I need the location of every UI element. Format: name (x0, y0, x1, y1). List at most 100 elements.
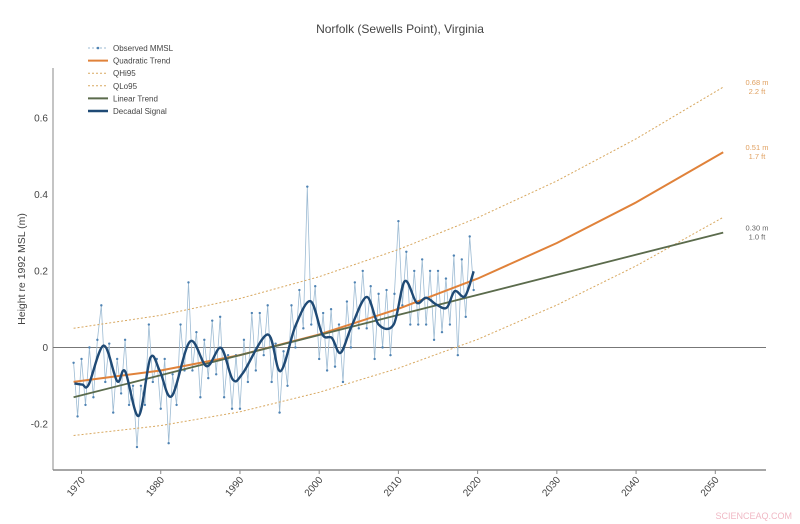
observed-mmsl-point (119, 392, 123, 395)
chart-title: Norfolk (Sewells Point), Virginia (316, 22, 484, 36)
legend-label: Observed MMSL (113, 44, 174, 53)
observed-mmsl-point (345, 300, 349, 303)
observed-mmsl-point (381, 346, 384, 349)
x-tick-label: 2030 (540, 475, 563, 499)
observed-mmsl-point (460, 258, 463, 261)
observed-mmsl-point (282, 350, 285, 353)
observed-mmsl-point (167, 442, 170, 445)
legend-item: Decadal Signal (88, 107, 167, 116)
observed-mmsl-point (385, 288, 388, 292)
observed-mmsl-point (104, 380, 107, 384)
observed-mmsl-point (314, 285, 317, 288)
observed-mmsl-point (294, 346, 297, 349)
observed-mmsl-point (321, 311, 325, 315)
observed-mmsl-point (262, 353, 265, 357)
observed-mmsl-point (191, 369, 194, 372)
observed-mmsl-point (317, 357, 321, 361)
observed-mmsl-point (472, 288, 475, 292)
observed-mmsl-point (242, 338, 246, 342)
observed-mmsl-point (397, 219, 400, 223)
legend-item: Linear Trend (88, 94, 158, 103)
x-tick-label: 2040 (620, 475, 643, 499)
legend-marker (96, 46, 100, 50)
observed-mmsl-point (151, 380, 155, 384)
observed-mmsl-point (448, 323, 452, 326)
observed-mmsl-point (405, 250, 408, 253)
y-tick-label: -0.2 (31, 420, 49, 431)
observed-mmsl-point (179, 323, 182, 326)
observed-mmsl-point (159, 407, 162, 410)
legend-label: QLo95 (113, 82, 138, 91)
plot-marks (72, 86, 724, 449)
y-tick-label: 0.6 (34, 113, 48, 124)
observed-mmsl-point (127, 403, 131, 407)
annotation-feet: 1.0 ft (749, 233, 767, 242)
observed-mmsl-point (424, 323, 428, 326)
observed-mmsl-point (207, 376, 210, 380)
observed-mmsl-point (266, 304, 269, 307)
observed-mmsl-point (211, 319, 214, 322)
observed-mmsl-point (230, 407, 234, 410)
observed-mmsl-point (452, 254, 456, 257)
observed-mmsl-point (96, 338, 99, 342)
watermark: SCIENCEAQ.COM (715, 511, 792, 521)
annotation-meters: 0.51 m (746, 143, 769, 152)
observed-mmsl-point (393, 292, 396, 296)
legend-label: Decadal Signal (113, 107, 167, 116)
observed-mmsl-point (290, 304, 293, 307)
linear-trend-line (73, 231, 724, 399)
observed-mmsl-point (108, 342, 111, 345)
observed-mmsl-point (123, 338, 127, 342)
observed-mmsl-point (401, 304, 404, 307)
y-axis-label: Height re 1992 MSL (m) (16, 213, 28, 325)
observed-mmsl-point (84, 403, 87, 407)
observed-mmsl-point (413, 269, 416, 273)
x-tick-label: 2020 (461, 475, 484, 499)
observed-mmsl-point (131, 384, 135, 387)
legend-item: Observed MMSL (88, 44, 174, 53)
legend: Observed MMSL Quadratic Trend QHi95 QLo95 Li… (88, 44, 174, 116)
observed-mmsl-point (278, 411, 281, 414)
legend-item: Quadratic Trend (88, 57, 170, 66)
observed-mmsl-point (214, 373, 218, 376)
observed-mmsl-point (353, 281, 357, 284)
annotation-feet: 1.7 ft (749, 152, 767, 161)
observed-mmsl-line (73, 186, 475, 448)
observed-mmsl-point (298, 288, 301, 292)
legend-label: QHi95 (113, 69, 136, 78)
observed-mmsl-point (373, 357, 376, 361)
observed-mmsl-point (226, 353, 230, 357)
observed-mmsl-point (199, 396, 202, 399)
observed-mmsl-point (337, 323, 341, 326)
observed-mmsl-point (250, 311, 254, 315)
observed-mmsl-point (432, 338, 436, 342)
annotation-meters: 0.68 m (746, 78, 769, 87)
observed-mmsl-point (143, 403, 147, 407)
observed-mmsl-point (258, 311, 261, 315)
observed-mmsl-point (238, 407, 242, 410)
observed-mmsl-point (329, 308, 333, 311)
observed-mmsl-point (444, 277, 448, 280)
observed-mmsl-point (464, 315, 467, 319)
x-tick-label: 2050 (699, 475, 722, 499)
observed-mmsl-point (365, 327, 368, 330)
x-tick-label: 1990 (224, 475, 247, 499)
observed-mmsl-point (456, 353, 460, 357)
x-tick-label: 2010 (382, 475, 405, 499)
observed-mmsl-point (88, 346, 91, 349)
observed-mmsl-point (302, 327, 305, 330)
observed-mmsl-point (195, 330, 198, 334)
observed-mmsl-point (246, 380, 250, 384)
observed-mmsl-point (357, 327, 360, 330)
y-tick-label: 0.2 (34, 266, 48, 277)
observed-mmsl-point (254, 369, 258, 372)
observed-mmsl-point (440, 330, 444, 334)
observed-mmsl-point (389, 353, 392, 357)
x-tick-label: 2000 (303, 475, 326, 499)
y-tick-label: 0 (42, 343, 48, 354)
observed-mmsl-point (341, 380, 345, 384)
observed-mmsl-point (349, 346, 353, 349)
legend-item: QHi95 (88, 69, 136, 78)
observed-mmsl-point (218, 315, 222, 319)
observed-mmsl-point (135, 445, 139, 449)
